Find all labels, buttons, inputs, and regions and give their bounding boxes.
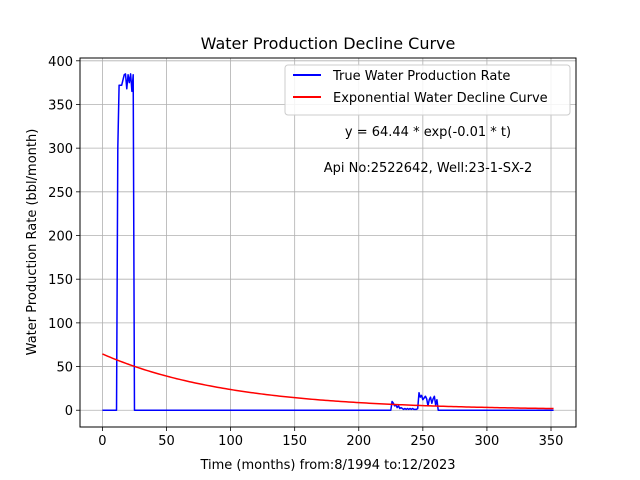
equation-annotation: y = 64.44 * exp(-0.01 * t) (345, 125, 511, 140)
y-axis-label: Water Production Rate (bbl/month) (25, 129, 40, 356)
y-tick-label: 200 (48, 230, 73, 245)
y-tick-label: 0 (65, 404, 73, 419)
y-tick-label: 250 (48, 186, 73, 201)
x-tick-label: 150 (282, 434, 307, 449)
x-tick-label: 200 (346, 434, 371, 449)
legend-box (284, 64, 571, 116)
x-axis-label: Time (months) from:8/1994 to:12/2023 (199, 458, 455, 473)
y-tick-label: 300 (48, 142, 73, 157)
x-axis: 0 50 100 150 200 250 300 350 (98, 427, 563, 449)
x-tick-label: 250 (410, 434, 435, 449)
chart-title: Water Production Decline Curve (201, 34, 456, 53)
x-tick-label: 0 (98, 434, 106, 449)
y-tick-label: 50 (56, 361, 73, 376)
x-tick-label: 300 (475, 434, 500, 449)
x-tick-label: 50 (158, 434, 175, 449)
y-tick-label: 400 (48, 55, 73, 70)
y-tick-label: 350 (48, 98, 73, 113)
legend-label-exponential: Exponential Water Decline Curve (333, 91, 548, 106)
plot-area-frame (79, 57, 577, 428)
x-tick-label: 350 (539, 434, 564, 449)
series-line-exponential (102, 353, 554, 410)
well-annotation: Api No:2522642, Well:23-1-SX-2 (324, 161, 532, 176)
x-tick-label: 100 (218, 434, 243, 449)
y-tick-label: 150 (48, 273, 73, 288)
legend: True Water Production Rate Exponential W… (284, 64, 571, 116)
y-tick-label: 100 (48, 317, 73, 332)
legend-label-true-water: True Water Production Rate (332, 69, 510, 84)
y-axis: 0 50 100 150 200 250 300 350 400 (48, 55, 80, 419)
series-layer (102, 73, 554, 411)
